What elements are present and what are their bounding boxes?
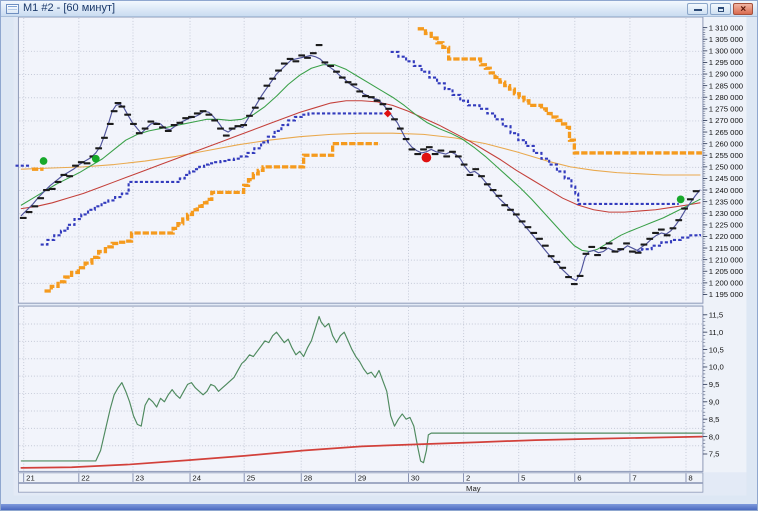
value-axis-label: 1 195 000 — [709, 290, 743, 299]
indicator-pane-series-indicator-line-green — [20, 315, 703, 464]
window-bottom-edge — [1, 504, 757, 510]
value-axis-label: 1 240 000 — [709, 186, 743, 195]
price-pane-value-axis[interactable]: 1 310 000 1 305 000 1 300 000 1 295 000 1 29… — [702, 23, 743, 299]
sell-signal-marker — [421, 152, 432, 163]
value-axis-label: 11,5 — [709, 310, 723, 319]
value-axis-label: 1 200 000 — [709, 279, 743, 288]
indicator-pane-series-indicator-line-red — [20, 435, 703, 469]
price-pane-series-trailing-stop-orange — [31, 27, 702, 293]
date-label: 25 — [247, 474, 256, 483]
value-axis-label: 1 280 000 — [709, 93, 743, 102]
value-axis-label: 1 305 000 — [709, 35, 743, 44]
value-axis-label: 1 260 000 — [709, 139, 743, 148]
value-axis-label: 1 210 000 — [709, 255, 743, 264]
indicator-pane-value-axis[interactable]: 11,5 11,0 10,5 10,0 9,5 9,0 8,5 8,0 7,5 — [702, 310, 724, 459]
value-axis-label: 1 265 000 — [709, 128, 743, 137]
date-label: 24 — [192, 474, 201, 483]
value-axis-label: 8,5 — [709, 415, 720, 424]
price-pane-series-ma-medium-red — [20, 100, 701, 213]
value-axis-label: 7,5 — [709, 450, 720, 459]
minimize-button[interactable] — [687, 3, 708, 15]
value-axis-label: 9,0 — [709, 397, 720, 406]
value-axis-label: 1 290 000 — [709, 70, 743, 79]
price-pane-series-ma-slow-orange — [20, 132, 701, 176]
value-axis-label: 1 220 000 — [709, 232, 743, 241]
value-axis-label: 1 255 000 — [709, 151, 743, 160]
value-axis-label: 1 245 000 — [709, 174, 743, 183]
date-label: 5 — [521, 474, 525, 483]
minimize-icon — [694, 9, 702, 11]
value-axis-label: 1 310 000 — [709, 23, 743, 32]
value-axis-label: 1 215 000 — [709, 244, 743, 253]
close-button[interactable]: × — [733, 3, 753, 15]
value-axis-label: 8,0 — [709, 432, 720, 441]
date-label: 23 — [135, 474, 144, 483]
value-axis-label: 1 270 000 — [709, 116, 743, 125]
date-label: 2 — [466, 474, 470, 483]
date-label: 7 — [632, 474, 636, 483]
sell-signal-marker — [383, 109, 392, 118]
month-label: May — [466, 484, 481, 493]
value-axis-label: 1 250 000 — [709, 163, 743, 172]
value-axis-label: 11,0 — [709, 328, 723, 337]
value-axis-label: 1 225 000 — [709, 221, 743, 230]
value-axis-label: 1 275 000 — [709, 105, 743, 114]
window-title: М1 #2 - [60 минут] — [23, 1, 116, 14]
buy-signal-marker — [91, 154, 100, 163]
price-pane-series-trade-signals — [39, 109, 685, 204]
chart-document-icon — [6, 3, 19, 14]
value-axis-label: 9,5 — [709, 380, 720, 389]
indicator-pane-grid — [19, 307, 702, 471]
value-axis-label: 10,5 — [709, 345, 724, 354]
window-titlebar[interactable]: М1 #2 - [60 минут] × — [1, 1, 757, 17]
buy-signal-marker — [676, 195, 685, 204]
chart-canvas[interactable]: 1 310 000 1 305 000 1 300 000 1 295 000 1 29… — [1, 17, 758, 511]
date-label: 6 — [577, 474, 581, 483]
value-axis-label: 10,0 — [709, 363, 724, 372]
value-axis-label: 1 300 000 — [709, 47, 743, 56]
date-label: 28 — [304, 474, 313, 483]
date-label: 30 — [411, 474, 420, 483]
window-controls: × — [687, 3, 753, 15]
value-axis-label: 1 230 000 — [709, 209, 743, 218]
value-axis-label: 1 285 000 — [709, 81, 743, 90]
restore-button[interactable] — [710, 3, 731, 15]
value-axis-label: 1 205 000 — [709, 267, 743, 276]
date-label: 8 — [688, 474, 692, 483]
date-label: 21 — [26, 474, 35, 483]
date-label: 22 — [81, 474, 90, 483]
value-axis-label: 1 235 000 — [709, 197, 743, 206]
value-axis-label: 1 295 000 — [709, 58, 743, 67]
price-pane-grid — [19, 17, 702, 303]
price-pane-series-trailing-stop-blue — [15, 50, 702, 253]
price-pane-series-price-close-dashes — [19, 43, 700, 286]
date-label: 29 — [358, 474, 367, 483]
buy-signal-marker — [39, 157, 48, 165]
close-icon: × — [740, 4, 746, 15]
restore-icon — [718, 7, 724, 12]
